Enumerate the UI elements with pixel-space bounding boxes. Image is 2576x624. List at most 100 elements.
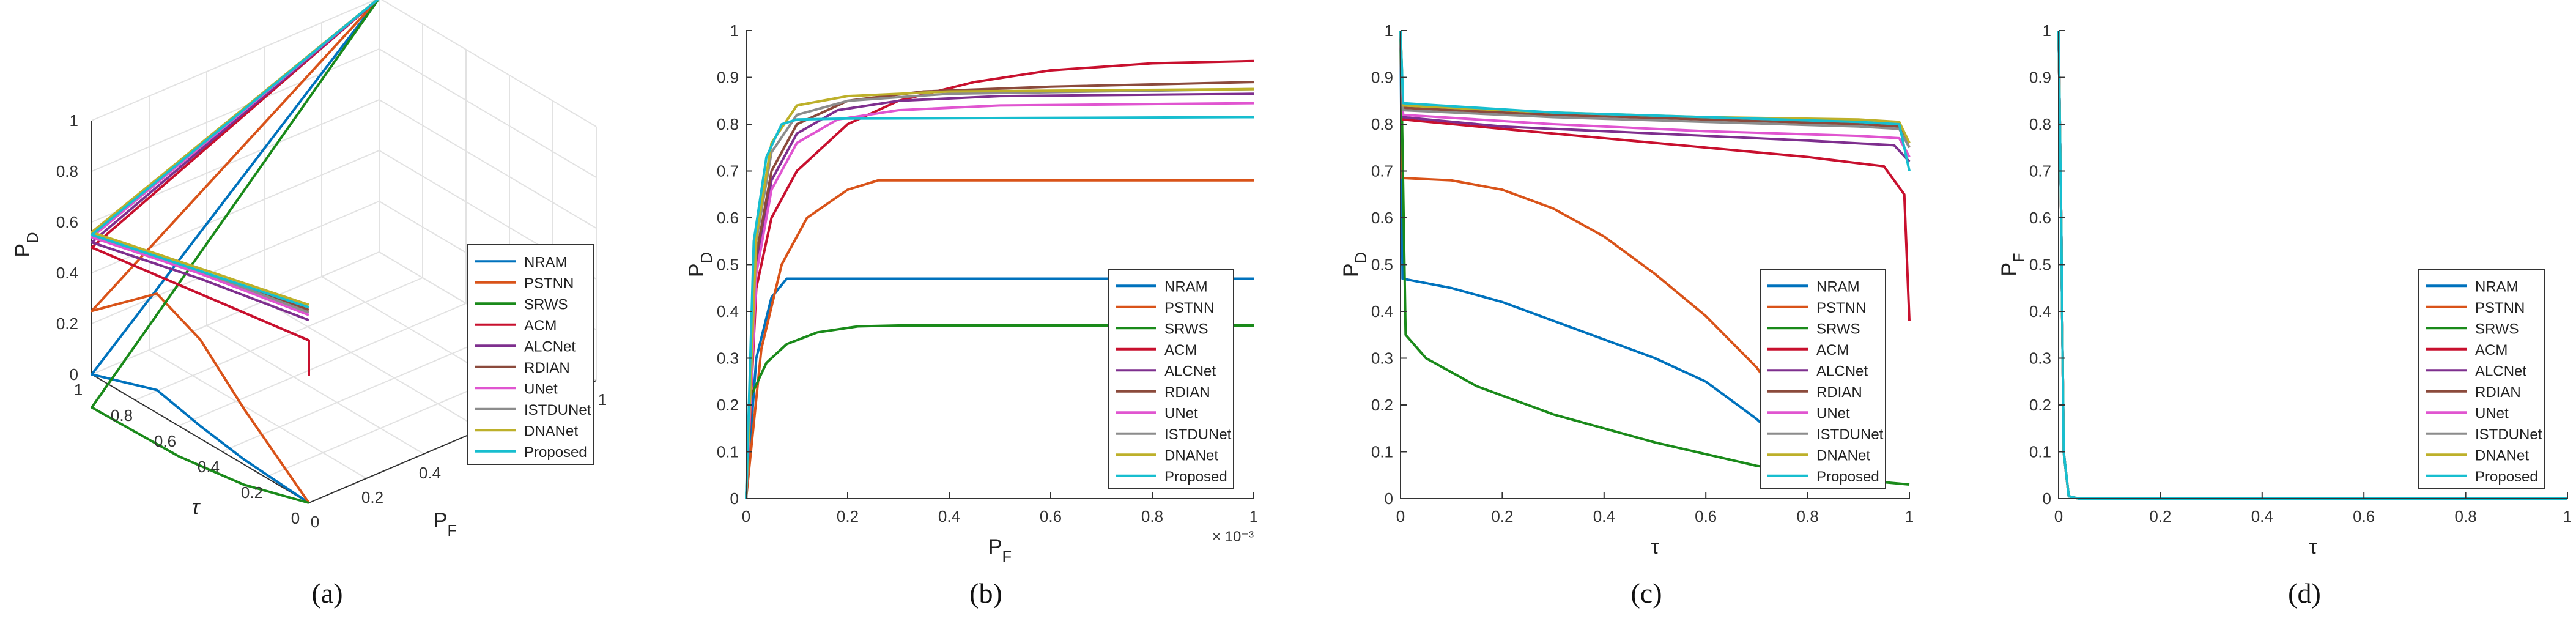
tau-tick-label: 0.4 xyxy=(198,458,220,476)
y-axis-label-c: PD xyxy=(1339,252,1370,277)
x-tick-label: 1 xyxy=(2563,507,2572,526)
y-tick-label: 1 xyxy=(2043,21,2051,40)
grid-line xyxy=(91,48,380,172)
x-tick-label: 0.4 xyxy=(2251,507,2273,526)
legend-label-nram: NRAM xyxy=(1816,278,1860,295)
legend-label-istdunet: ISTDUNet xyxy=(1816,426,1884,443)
x-axis-label-b: PF xyxy=(988,535,1012,566)
panel-a-3d-plot: 00.20.40.60.8100.20.40.60.8100.20.40.60.… xyxy=(11,0,607,540)
tau-axis xyxy=(91,374,309,503)
y-axis-label-d: PF xyxy=(1997,253,2028,276)
legend-label-srws: SRWS xyxy=(524,296,568,313)
grid-line xyxy=(149,349,367,479)
pf-tick-label: 0.2 xyxy=(361,488,383,507)
tau-tick-label: 0.6 xyxy=(154,432,176,450)
legend-label-alcnet: ALCNet xyxy=(1816,363,1868,379)
legend-label-rdian: RDIAN xyxy=(2475,384,2521,401)
pd-tick-label: 1 xyxy=(70,111,78,130)
grid-line xyxy=(91,0,377,121)
grid-line xyxy=(221,329,510,452)
series-line-acm xyxy=(745,59,1254,499)
legend-label-proposed: Proposed xyxy=(1164,469,1227,485)
pd-tick-label: 0.6 xyxy=(56,213,78,231)
y-tick-label: 0.8 xyxy=(2029,115,2051,133)
grid-line xyxy=(379,48,597,178)
series-line-rdian xyxy=(745,81,1254,499)
y-tick-label: 0.3 xyxy=(2029,349,2051,368)
pd-axis-label: PD xyxy=(11,232,42,257)
grid-line xyxy=(264,300,482,430)
caption-c: (c) xyxy=(1630,578,1662,609)
series-line-unet xyxy=(745,102,1254,499)
y-tick-label: 0.6 xyxy=(717,209,739,227)
legend-label-alcnet: ALCNet xyxy=(524,338,576,355)
y-tick-label: 0.8 xyxy=(717,115,739,133)
legend-label-acm: ACM xyxy=(1164,342,1197,358)
legend-label-dnanet: DNANet xyxy=(2475,447,2529,464)
series-line-acm xyxy=(91,0,379,376)
panel-d-pf-tau-plot: 0 0.2 0.4 0.6 0.8 1 0 0.1 0.2 0.3 0.4 0.5 0.6 0.7 0.8 0… xyxy=(1997,21,2572,559)
x-tick-label: 0.2 xyxy=(2149,507,2171,526)
series-line-pstnn xyxy=(1399,30,1768,382)
pf-tick-label: 0 xyxy=(311,513,319,531)
series-line-nram xyxy=(1399,30,1768,429)
x-tick-label: 0.2 xyxy=(1491,507,1513,526)
y-tick-label: 0.9 xyxy=(2029,69,2051,87)
grid-line xyxy=(91,201,380,324)
x-tick-label: 0.8 xyxy=(1141,507,1163,526)
legend-label-pstnn: PSTNN xyxy=(524,275,574,292)
x-tick-label: 0 xyxy=(2054,507,2063,526)
pd-tick-label: 0.2 xyxy=(56,314,78,333)
x-tick-label: 0.4 xyxy=(938,507,960,526)
tau-tick-label: 1 xyxy=(74,381,83,399)
legend-label-acm: ACM xyxy=(524,318,557,334)
tau-tick-label: 0.8 xyxy=(111,406,133,425)
x-scale-note: × 10⁻³ xyxy=(1212,529,1254,545)
y-tick-label: 0.2 xyxy=(1371,396,1393,414)
legend-label-nram: NRAM xyxy=(2475,278,2519,295)
legend-label-rdian: RDIAN xyxy=(1816,384,1862,401)
panel-b-roc-plot: 0 0.2 0.4 0.6 0.8 1 0 0.1 0.2 0.3 0.4 0.5 0.6 0.7 0.8 0… xyxy=(685,21,1258,566)
y-tick-label: 1 xyxy=(730,21,739,40)
y-tick-label: 0 xyxy=(1385,489,1393,508)
x-tick-label: 0.6 xyxy=(2353,507,2375,526)
legend-label-pstnn: PSTNN xyxy=(1816,300,1866,316)
caption-a: (a) xyxy=(311,578,342,609)
series-line-nram xyxy=(91,0,380,504)
tau-tick-label: 0 xyxy=(291,509,300,527)
x-tick-label: 0.6 xyxy=(1040,507,1062,526)
series-line-alcnet xyxy=(1399,30,1911,163)
legend-label-srws: SRWS xyxy=(1164,321,1208,337)
series-line-alcnet xyxy=(91,0,379,322)
y-tick-label: 0.3 xyxy=(1371,349,1393,368)
y-tick-label: 0.6 xyxy=(1371,209,1393,227)
legend-label-nram: NRAM xyxy=(1164,278,1208,295)
tau-tick-label: 0.2 xyxy=(241,483,263,502)
grid-line xyxy=(178,303,467,426)
series-line-unet xyxy=(1399,30,1911,158)
legend-label-nram: NRAM xyxy=(524,254,568,270)
legend-label-srws: SRWS xyxy=(1816,321,1860,337)
legend-label-unet: UNet xyxy=(2475,405,2509,422)
y-tick-label: 0.1 xyxy=(2029,443,2051,461)
tau-axis-label: τ xyxy=(192,496,201,519)
grid-line xyxy=(381,0,597,127)
y-axis-label-b: PD xyxy=(685,252,716,277)
legend-label-acm: ACM xyxy=(2475,342,2508,358)
series-line-dnanet xyxy=(745,87,1254,499)
x-tick-label: 0 xyxy=(1396,507,1405,526)
y-tick-label: 0.5 xyxy=(717,256,739,274)
legend-label-istdunet: ISTDUNet xyxy=(524,402,591,418)
legend-label-unet: UNet xyxy=(524,381,558,397)
y-tick-label: 1 xyxy=(1385,21,1393,40)
y-tick-label: 0.1 xyxy=(1371,443,1393,461)
y-tick-label: 0.4 xyxy=(717,302,739,321)
y-tick-label: 0.7 xyxy=(1371,162,1393,180)
x-tick-label: 1 xyxy=(1249,507,1258,526)
legend-label-proposed: Proposed xyxy=(524,444,587,461)
legend-label-istdunet: ISTDUNet xyxy=(2475,426,2542,443)
caption-d: (d) xyxy=(2288,578,2321,609)
series-line-nram xyxy=(745,277,1254,499)
legend-label-dnanet: DNANet xyxy=(524,423,578,439)
